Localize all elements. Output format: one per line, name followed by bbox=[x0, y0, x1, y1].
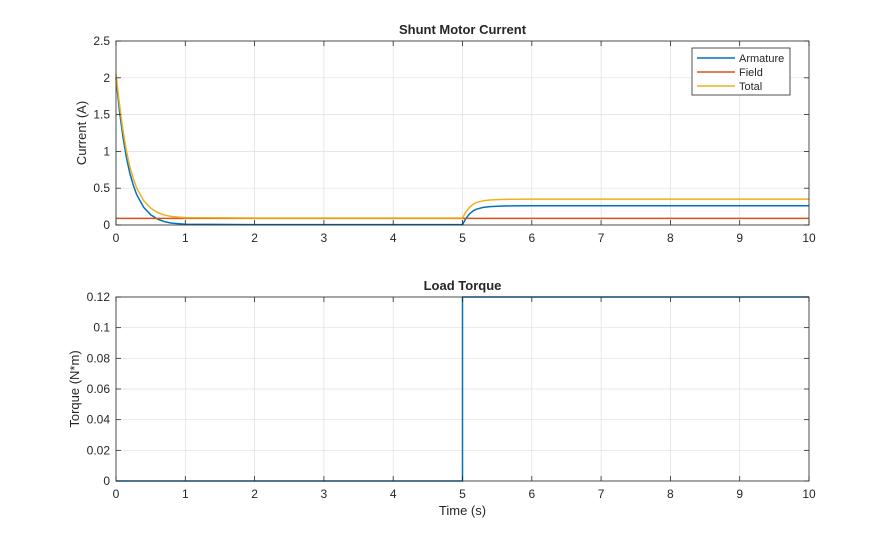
torque-xtick-label: 10 bbox=[802, 487, 816, 501]
current-ytick-label: 2.5 bbox=[93, 34, 110, 48]
current-xtick-label: 8 bbox=[667, 231, 674, 245]
current-ytick-label: 1.5 bbox=[93, 108, 110, 122]
torque-ytick-label: 0.12 bbox=[87, 290, 111, 304]
current-ylabel: Current (A) bbox=[74, 101, 89, 165]
current-xtick-label: 10 bbox=[802, 231, 816, 245]
torque-xtick-label: 3 bbox=[321, 487, 328, 501]
current-ytick-label: 2 bbox=[103, 71, 110, 85]
current-legend: Armature Field Total bbox=[691, 47, 791, 96]
torque-axes: 0 1 2 3 4 5 6 7 8 9 10 0 0.02 0.04 0.06 0.08 0.1 0.12 Loa… bbox=[67, 278, 816, 518]
torque-xtick-label: 9 bbox=[736, 487, 743, 501]
current-axes: 0 1 2 3 4 5 6 7 8 9 10 0 0.5 1 1.5 2 2.5 Shunt Motor Cur… bbox=[74, 22, 816, 245]
legend-label-field: Field bbox=[739, 67, 763, 79]
torque-xtick-label: 8 bbox=[667, 487, 674, 501]
torque-xtick-label: 1 bbox=[182, 487, 189, 501]
current-xtick-label: 2 bbox=[251, 231, 258, 245]
current-xtick-label: 9 bbox=[736, 231, 743, 245]
current-ytick-label: 1 bbox=[103, 144, 110, 158]
torque-xtick-label: 2 bbox=[251, 487, 258, 501]
current-xtick-label: 4 bbox=[390, 231, 397, 245]
current-xtick-label: 7 bbox=[598, 231, 605, 245]
torque-ytick-label: 0 bbox=[103, 474, 110, 488]
torque-ytick-label: 0.04 bbox=[87, 413, 111, 427]
torque-ticks: 0 1 2 3 4 5 6 7 8 9 10 0 0.02 0.04 0.06 0.08 0.1 0.12 bbox=[87, 290, 816, 501]
current-ytick-label: 0 bbox=[103, 218, 110, 232]
legend-label-total: Total bbox=[739, 81, 762, 93]
current-xtick-label: 5 bbox=[459, 231, 466, 245]
current-xtick-label: 0 bbox=[113, 231, 120, 245]
torque-xtick-label: 6 bbox=[528, 487, 535, 501]
torque-ytick-label: 0.06 bbox=[87, 382, 111, 396]
legend-label-armature: Armature bbox=[739, 53, 784, 65]
torque-chart-title: Load Torque bbox=[424, 278, 502, 293]
current-xtick-label: 6 bbox=[528, 231, 535, 245]
torque-xtick-label: 4 bbox=[390, 487, 397, 501]
current-ticks: 0 1 2 3 4 5 6 7 8 9 10 0 0.5 1 1.5 2 2.5 bbox=[93, 34, 816, 245]
current-ytick-label: 0.5 bbox=[93, 181, 110, 195]
torque-ytick-label: 0.08 bbox=[87, 351, 111, 365]
current-xtick-label: 1 bbox=[182, 231, 189, 245]
current-series-line-total bbox=[115, 74, 809, 219]
torque-xlabel: Time (s) bbox=[439, 503, 486, 518]
torque-ytick-label: 0.02 bbox=[87, 443, 111, 457]
torque-xtick-label: 5 bbox=[459, 487, 466, 501]
torque-ylabel: Torque (N*m) bbox=[67, 350, 82, 427]
torque-ytick-label: 0.1 bbox=[93, 321, 110, 335]
current-xtick-label: 3 bbox=[321, 231, 328, 245]
torque-xtick-label: 0 bbox=[113, 487, 120, 501]
torque-xtick-label: 7 bbox=[598, 487, 605, 501]
current-chart-title: Shunt Motor Current bbox=[399, 22, 527, 37]
